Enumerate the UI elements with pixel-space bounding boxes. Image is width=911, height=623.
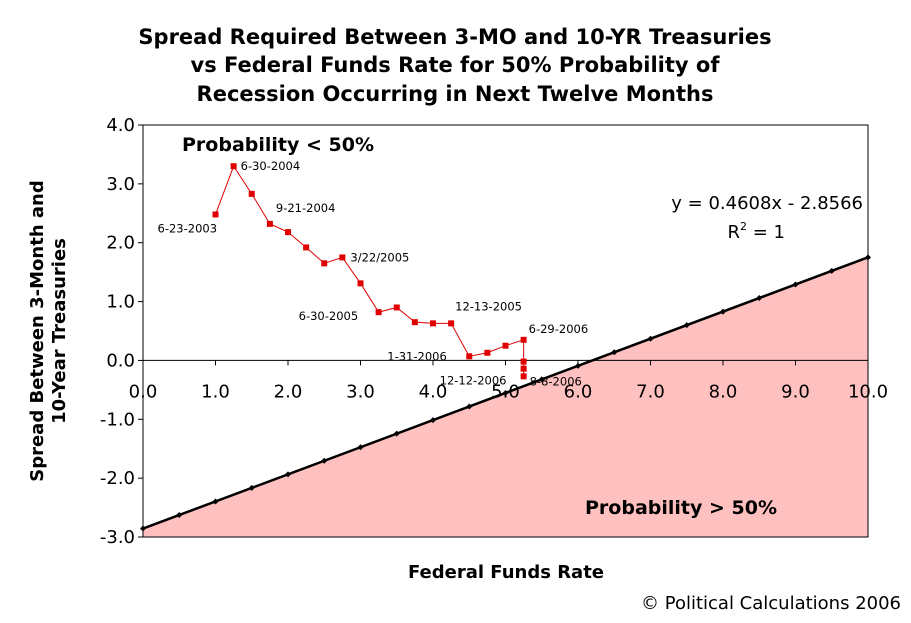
- probability-above-50-label: Probability > 50%: [585, 497, 777, 519]
- data-point: [303, 244, 310, 251]
- data-point: [230, 163, 237, 170]
- r-squared-exponent: 2: [740, 220, 747, 233]
- point-label: 6-30-2005: [299, 309, 359, 323]
- y-tick-label: -2.0: [100, 468, 135, 489]
- data-point: [520, 365, 527, 372]
- spread-series-markers: [212, 163, 527, 380]
- fit-point-marker: [502, 389, 509, 396]
- equation-text: y = 0.4608x - 2.8566: [671, 193, 863, 214]
- data-point: [212, 211, 219, 218]
- fit-point-marker: [575, 362, 581, 369]
- data-point: [466, 353, 473, 360]
- data-point: [248, 190, 255, 197]
- x-tick-label: 9.0: [781, 381, 810, 402]
- x-axis-ticks: 0.01.02.03.04.05.06.07.08.09.010.0: [129, 360, 888, 402]
- fit-point-marker: [248, 484, 255, 491]
- y-tick-label: 4.0: [106, 115, 135, 136]
- fit-point-marker: [792, 281, 799, 288]
- regression-equation: y = 0.4608x - 2.8566 R2 = 1: [671, 193, 863, 243]
- title-line-1: Spread Required Between 3-MO and 10-YR T…: [138, 25, 771, 49]
- data-point: [520, 336, 527, 343]
- fit-point-marker: [430, 417, 436, 424]
- x-tick-label: 4.0: [419, 381, 448, 402]
- fit-point-marker: [865, 254, 871, 261]
- data-point: [266, 220, 273, 227]
- fit-point-marker: [212, 498, 219, 505]
- fit-point-marker: [647, 335, 654, 342]
- y-tick-label: 1.0: [106, 292, 135, 313]
- point-label: 9-21-2004: [276, 201, 336, 215]
- x-tick-label: 2.0: [274, 381, 303, 402]
- data-point: [484, 349, 491, 356]
- y-axis-title-line-1: Spread Between 3-Month and: [27, 180, 48, 482]
- data-point: [520, 358, 527, 365]
- x-tick-label: 7.0: [636, 381, 665, 402]
- y-tick-label: 0.0: [106, 350, 135, 371]
- point-label: 6-23-2003: [158, 221, 218, 235]
- fit-point-marker: [140, 525, 146, 532]
- fit-point-marker: [466, 403, 473, 410]
- data-point: [448, 320, 455, 327]
- fit-point-marker: [285, 471, 291, 478]
- point-label: 12-12-2006: [440, 373, 507, 387]
- y-tick-label: -3.0: [100, 527, 135, 548]
- x-tick-label: 3.0: [346, 381, 375, 402]
- x-tick-label: 1.0: [201, 381, 230, 402]
- y-tick-label: 2.0: [106, 233, 135, 254]
- fit-point-marker: [538, 376, 545, 383]
- data-point: [502, 342, 509, 349]
- x-tick-label: 6.0: [564, 381, 593, 402]
- fit-point-marker: [611, 349, 618, 356]
- r-squared-symbol: R: [728, 222, 741, 243]
- title-line-3: Recession Occurring in Next Twelve Month…: [197, 82, 714, 106]
- fit-point-marker: [176, 511, 183, 518]
- point-label: 12-13-2005: [455, 299, 522, 313]
- data-point: [430, 320, 436, 327]
- data-point: [321, 260, 328, 267]
- point-label: 1-31-2006: [387, 349, 447, 363]
- point-label: 8-8-2006: [530, 375, 582, 389]
- x-axis-title: Federal Funds Rate: [408, 562, 604, 583]
- data-point: [393, 304, 400, 311]
- x-tick-label: 8.0: [709, 381, 738, 402]
- fit-line-markers: [140, 254, 871, 532]
- fit-point-marker: [828, 267, 835, 274]
- fit-point-marker: [683, 322, 690, 329]
- point-labels: 6-23-2003 6-30-2004 9-21-2004 3/22/2005 6-30…: [158, 159, 589, 388]
- r-squared-text: R2 = 1: [728, 220, 786, 243]
- point-label: 3/22/2005: [350, 250, 409, 264]
- y-axis-ticks: 4.0 3.0 2.0 1.0 0.0 -1.0 -2.0 -3.0: [100, 115, 143, 548]
- fit-point-marker: [756, 295, 763, 302]
- plot-area: 4.0 3.0 2.0 1.0 0.0 -1.0 -2.0 -3.0 0.0 1.0 2.0 3.0…: [100, 115, 888, 548]
- data-point: [375, 309, 382, 316]
- probability-below-50-label: Probability < 50%: [182, 134, 374, 156]
- title-line-2: vs Federal Funds Rate for 50% Probabilit…: [191, 53, 721, 77]
- fit-point-marker: [357, 444, 364, 451]
- data-point: [357, 280, 364, 287]
- y-axis-title: Spread Between 3-Month and 10-Year Treas…: [27, 180, 70, 482]
- y-tick-label: 3.0: [106, 174, 135, 195]
- x-tick-label: 0.0: [129, 381, 158, 402]
- x-tick-label: 10.0: [848, 381, 888, 402]
- copyright-notice: © Political Calculations 2006: [641, 593, 901, 614]
- point-label: 6-29-2006: [529, 322, 589, 336]
- data-point: [339, 254, 346, 261]
- data-point: [411, 319, 418, 326]
- spread-series-line: [215, 165, 525, 377]
- chart-title: Spread Required Between 3-MO and 10-YR T…: [138, 25, 771, 106]
- fit-point-marker: [393, 430, 400, 437]
- fit-point-marker: [321, 457, 328, 464]
- data-point: [520, 373, 527, 380]
- point-label: 6-30-2004: [241, 159, 301, 173]
- data-point: [285, 229, 291, 236]
- y-tick-label: -1.0: [100, 409, 135, 430]
- r-squared-value: = 1: [747, 222, 785, 243]
- y-axis-title-line-2: 10-Year Treasuries: [49, 238, 70, 424]
- fit-point-marker: [720, 308, 726, 315]
